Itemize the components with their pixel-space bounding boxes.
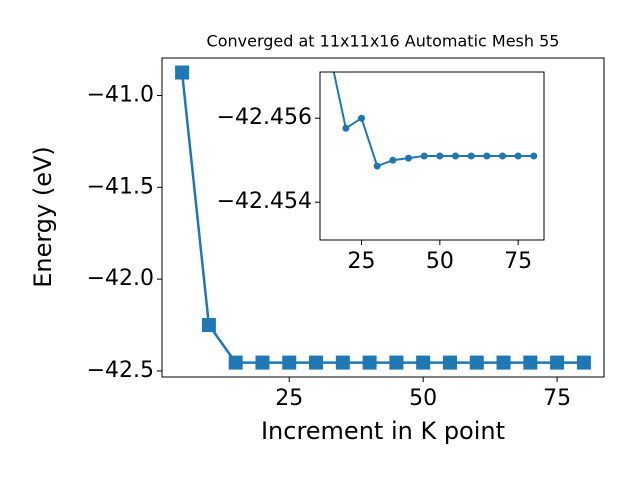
marker xyxy=(514,152,522,160)
x-tick-label: 75 xyxy=(543,386,571,411)
plot xyxy=(332,72,538,170)
marker xyxy=(405,154,413,162)
marker xyxy=(523,355,538,370)
y-tick-label: −41.5 xyxy=(87,174,154,199)
x-tick-label: 25 xyxy=(348,249,376,274)
axes-frame xyxy=(319,71,545,241)
marker xyxy=(442,355,457,370)
y-axis-label: Energy (eV) xyxy=(29,146,57,288)
marker xyxy=(373,162,381,170)
x-tick-label: 50 xyxy=(426,249,454,274)
marker xyxy=(175,65,190,80)
marker xyxy=(451,152,459,160)
marker xyxy=(467,152,475,160)
marker xyxy=(496,355,511,370)
marker xyxy=(389,156,397,164)
marker xyxy=(362,355,377,370)
marker xyxy=(309,355,324,370)
marker xyxy=(483,152,491,160)
marker xyxy=(436,152,444,160)
y-tick-label: −42.5 xyxy=(87,358,154,383)
marker xyxy=(469,355,484,370)
marker xyxy=(530,152,538,160)
marker xyxy=(550,355,565,370)
chart-title: Converged at 11x11x16 Automatic Mesh 55 xyxy=(207,32,560,51)
marker xyxy=(201,318,216,333)
line xyxy=(180,72,584,364)
y-tick-label: −41.0 xyxy=(87,82,154,107)
marker xyxy=(389,355,404,370)
marker xyxy=(358,114,366,122)
y-tick-label: −42.456 xyxy=(217,105,312,130)
x-tick-label: 50 xyxy=(409,386,437,411)
x-tick-label: 75 xyxy=(504,249,532,274)
marker xyxy=(416,355,431,370)
marker xyxy=(342,124,350,132)
axes-frame xyxy=(161,57,605,378)
marker xyxy=(255,355,270,370)
marker xyxy=(335,355,350,370)
marker xyxy=(498,152,506,160)
x-axis-label: Increment in K point xyxy=(261,417,505,445)
axes: 25 50 75 −42.454 −42.456 xyxy=(217,71,545,274)
y-tick-label: −42.0 xyxy=(87,266,154,291)
marker xyxy=(282,355,297,370)
marker xyxy=(228,355,243,370)
y-tick-label: −42.454 xyxy=(217,189,312,214)
marker xyxy=(420,152,428,160)
marker xyxy=(576,355,591,370)
plot xyxy=(175,65,591,370)
x-tick-label: 25 xyxy=(275,386,303,411)
